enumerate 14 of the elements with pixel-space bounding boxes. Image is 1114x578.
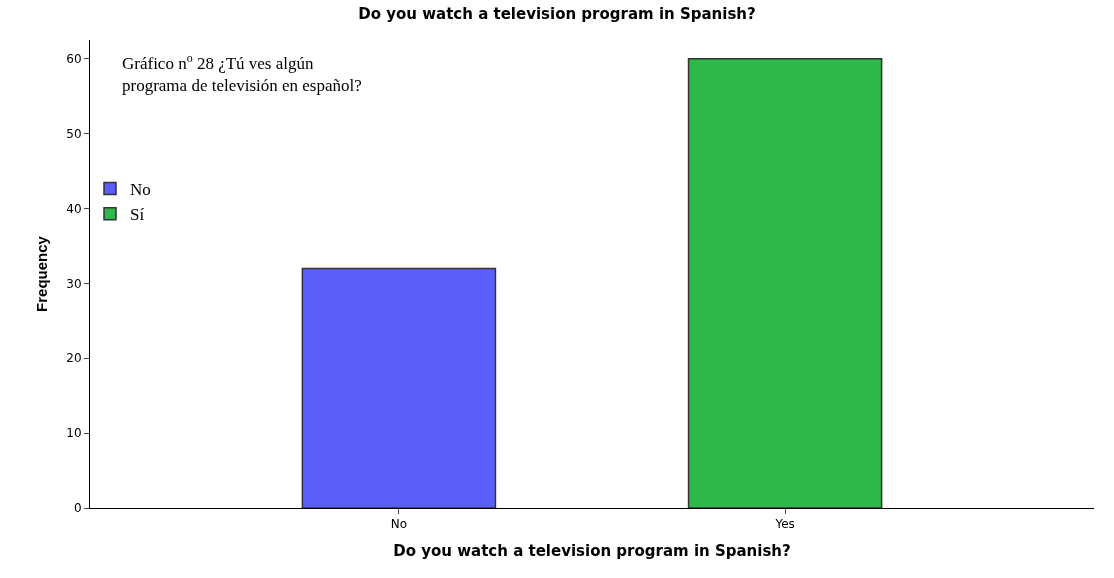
y-tick-label: 10 (66, 426, 82, 441)
chart-title: Do you watch a television program in Spanish? (358, 5, 756, 24)
y-tick-label: 30 (66, 276, 82, 291)
legend-label: Sí (130, 205, 145, 225)
y-axis-title: Frequency (32, 235, 50, 312)
legend-label: No (130, 180, 151, 200)
y-tick-label: 40 (66, 201, 82, 216)
x-axis-title: Do you watch a television program in Spanish? (393, 542, 791, 561)
y-tick-label: 20 (66, 351, 82, 366)
y-tick-label: 50 (66, 126, 82, 141)
x-tick-label: Yes (774, 517, 795, 532)
annotation: Gráfico n$^{o}$ 28 ¿Tú ves algún programa de televisión en español? (122, 51, 362, 96)
y-tick-label: 60 (66, 51, 82, 66)
y-tick-label: 0 (73, 501, 82, 516)
